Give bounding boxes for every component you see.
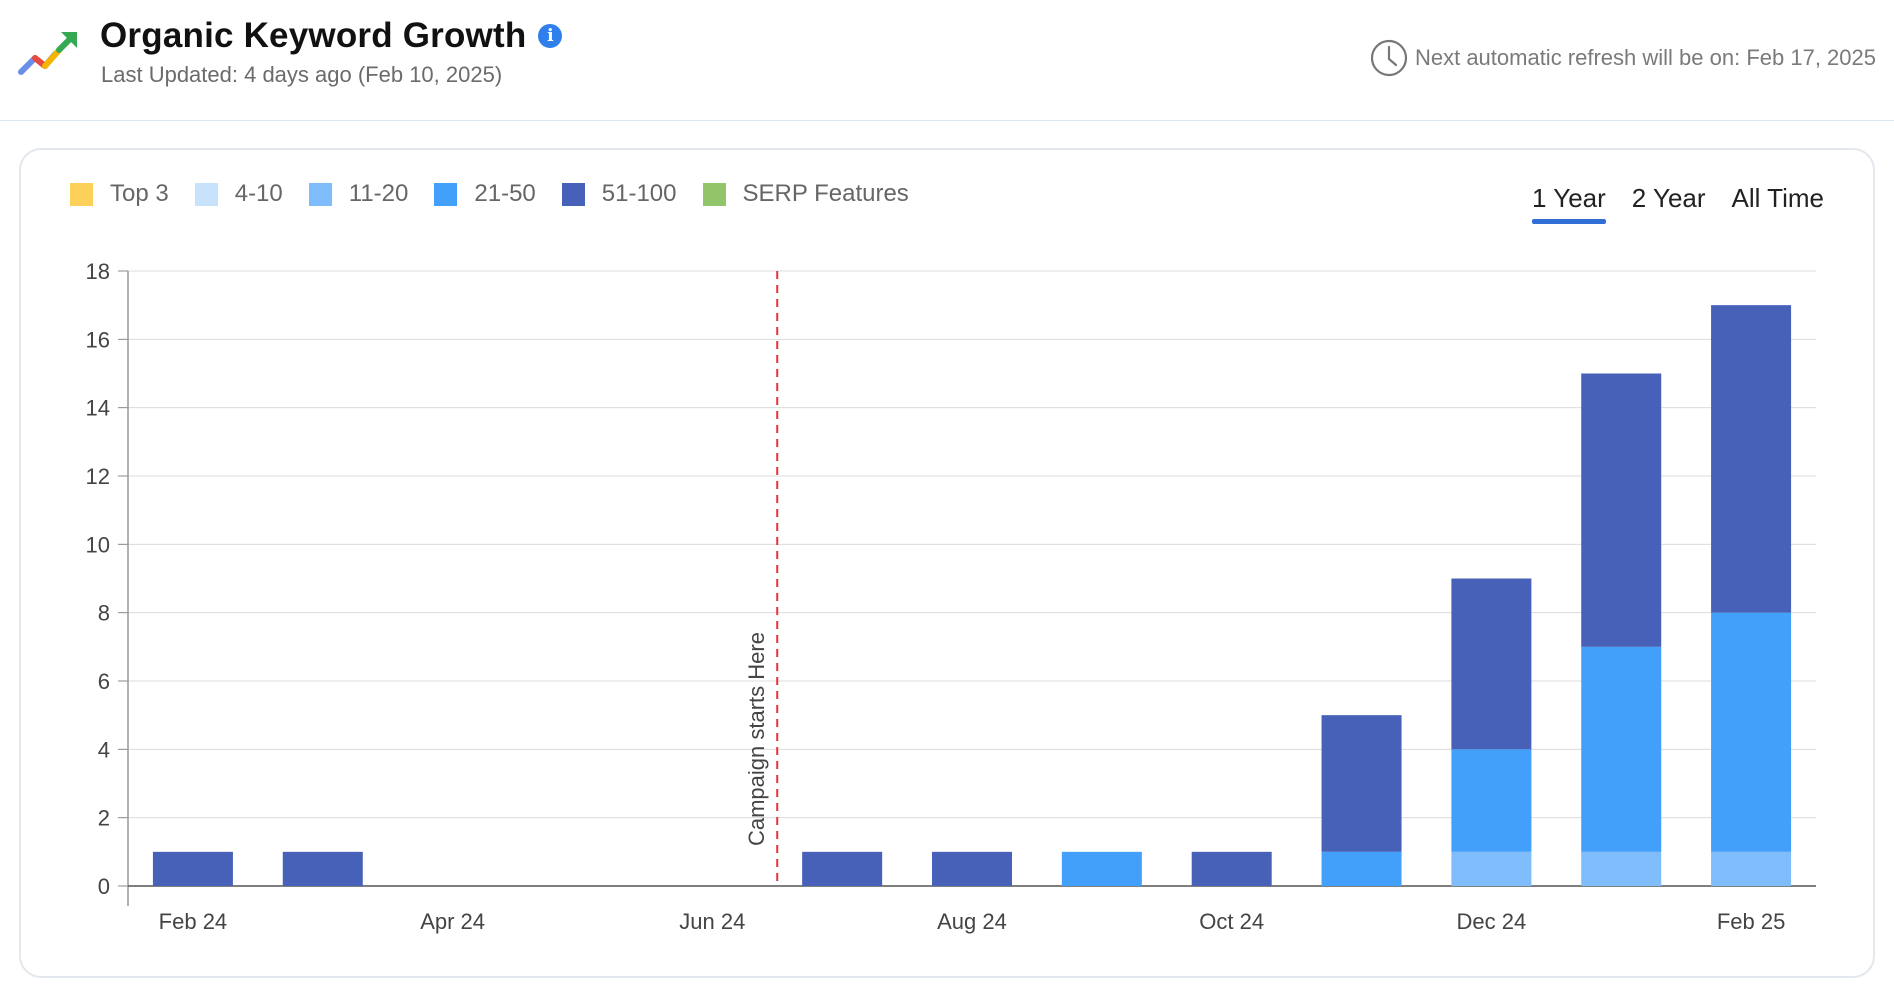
legend-swatch: [194, 182, 218, 206]
bar-segment: [1321, 715, 1402, 852]
bar-segment: [1581, 373, 1662, 647]
bar-segment: [932, 851, 1012, 886]
bar-segment: [1581, 851, 1662, 886]
y-tick-label: 16: [86, 327, 110, 352]
bar-segment: [1191, 851, 1272, 886]
bar-segment: [1711, 851, 1792, 886]
info-icon[interactable]: i: [538, 24, 563, 48]
x-tick-label: Dec 24: [1457, 909, 1527, 934]
page-header: Organic Keyword Growth i Last Updated: 4…: [0, 0, 1894, 121]
tab-2-year[interactable]: 2 Year: [1631, 183, 1706, 213]
bar-segment: [1711, 305, 1792, 613]
chart-card: [19, 148, 1875, 978]
bar-segment: [1451, 749, 1532, 852]
y-tick-label: 8: [98, 601, 110, 626]
y-tick-label: 2: [98, 806, 110, 831]
x-tick-label: Oct 24: [1199, 909, 1264, 934]
x-tick-label: Apr 24: [420, 909, 485, 934]
bar-segment: [282, 851, 363, 886]
legend-item-serp-features[interactable]: SERP Features: [702, 180, 909, 208]
y-tick-label: 0: [98, 874, 110, 899]
legend-item-top3[interactable]: Top 3: [70, 180, 169, 208]
legend-label: 11-20: [348, 180, 409, 207]
refresh-text: Next automatic refresh will be on: Feb 1…: [1414, 45, 1876, 70]
legend-item-21-50[interactable]: 21-50: [434, 180, 536, 208]
legend-swatch: [434, 182, 458, 206]
x-tick-label: Feb 25: [1717, 909, 1786, 934]
legend-swatch: [70, 182, 93, 206]
x-tick-label: Jun 24: [679, 909, 745, 934]
legend-item-4-10[interactable]: 4-10: [194, 180, 283, 208]
legend-label: 21-50: [474, 180, 536, 207]
legend-label: 51-100: [601, 180, 677, 207]
legend-swatch: [561, 182, 585, 206]
y-tick-label: 14: [86, 396, 110, 421]
y-tick-label: 12: [86, 464, 110, 489]
bar-segment: [152, 851, 233, 886]
y-tick-label: 4: [98, 737, 110, 762]
legend-swatch: [702, 182, 726, 206]
y-tick-label: 6: [98, 669, 110, 694]
page-title: Organic Keyword Growth: [100, 16, 527, 55]
time-range-tabs: 1 Year 2 Year All Time: [1506, 183, 1824, 224]
bar-segment: [1711, 612, 1792, 852]
bar-segment: [1581, 646, 1662, 852]
x-tick-label: Aug 24: [937, 909, 1007, 934]
refresh-notice: Next automatic refresh will be on: Feb 1…: [1369, 38, 1876, 78]
tab-all-time[interactable]: All Time: [1731, 183, 1824, 213]
legend-label: Top 3: [110, 180, 169, 207]
chart-legend: Top 3 4-10 11-20 21-50 51-100 SERP Featu…: [70, 180, 935, 208]
bar-segment: [1061, 851, 1142, 886]
legend-swatch: [308, 182, 332, 206]
bar-segment: [1451, 578, 1532, 750]
legend-item-51-100[interactable]: 51-100: [561, 180, 677, 208]
last-updated-text: Last Updated: 4 days ago (Feb 10, 2025): [101, 62, 503, 87]
legend-label: 4-10: [234, 180, 283, 207]
bar-segment: [802, 851, 883, 886]
x-tick-label: Feb 24: [159, 909, 228, 934]
legend-label: SERP Features: [742, 180, 909, 207]
bar-segment: [1321, 851, 1402, 886]
tab-1-year[interactable]: 1 Year: [1532, 183, 1606, 224]
y-tick-label: 10: [86, 532, 110, 557]
legend-item-11-20[interactable]: 11-20: [308, 180, 409, 208]
campaign-start-label: Campaign starts Here: [744, 632, 769, 846]
y-tick-label: 18: [86, 259, 110, 284]
bar-segment: [1451, 851, 1532, 886]
clock-icon: [1370, 39, 1408, 77]
growth-chart-icon: [18, 32, 77, 75]
